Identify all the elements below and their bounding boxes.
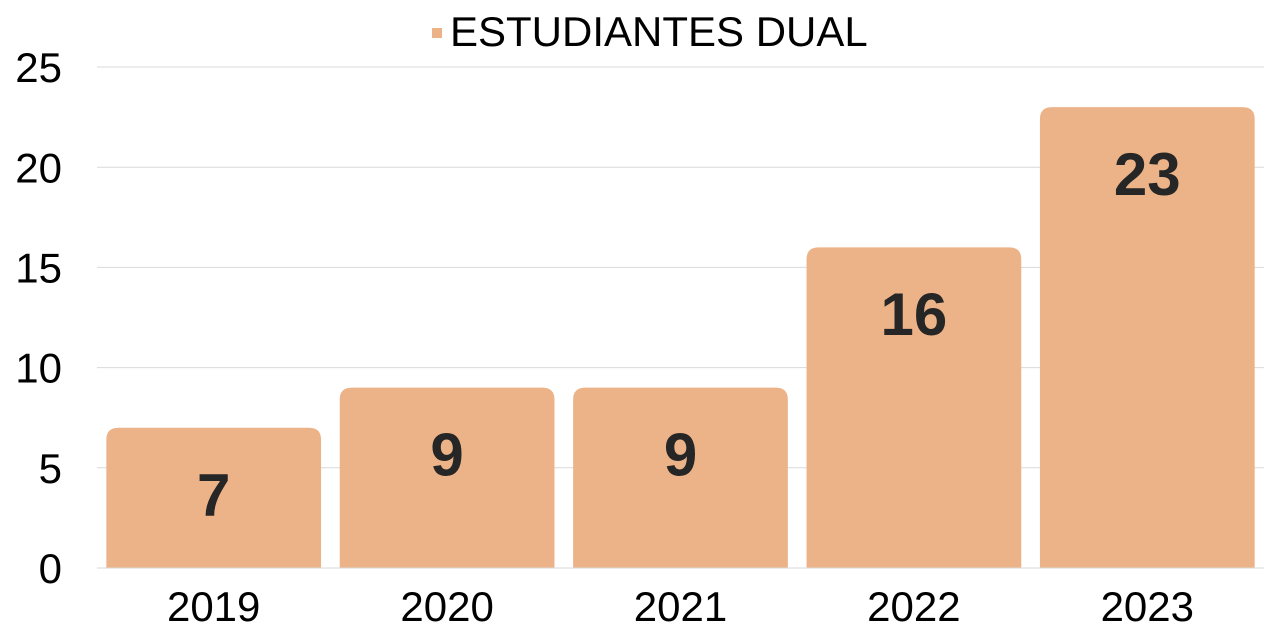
bar bbox=[573, 387, 788, 568]
bar bbox=[106, 427, 322, 568]
bar bbox=[339, 387, 555, 568]
y-tick-label: 25 bbox=[15, 44, 62, 91]
x-tick-label: 2022 bbox=[867, 583, 960, 629]
y-tick-label: 0 bbox=[39, 545, 62, 592]
y-tick-label: 15 bbox=[15, 244, 62, 291]
bar bbox=[1039, 107, 1255, 568]
data-label: 7 bbox=[197, 462, 230, 529]
x-tick-label: 2021 bbox=[634, 583, 727, 629]
data-label: 9 bbox=[430, 421, 463, 488]
data-label: 23 bbox=[1114, 141, 1181, 208]
x-tick-label: 2023 bbox=[1101, 583, 1194, 629]
x-tick-label: 2020 bbox=[400, 583, 493, 629]
legend-swatch bbox=[432, 28, 442, 38]
legend-label: ESTUDIANTES DUAL bbox=[450, 8, 868, 55]
bar bbox=[806, 247, 1022, 569]
data-label: 9 bbox=[664, 421, 697, 488]
y-tick-label: 5 bbox=[39, 445, 62, 492]
y-tick-label: 20 bbox=[15, 144, 62, 191]
data-label: 16 bbox=[881, 281, 948, 348]
y-tick-label: 10 bbox=[15, 345, 62, 392]
x-tick-label: 2019 bbox=[167, 583, 260, 629]
